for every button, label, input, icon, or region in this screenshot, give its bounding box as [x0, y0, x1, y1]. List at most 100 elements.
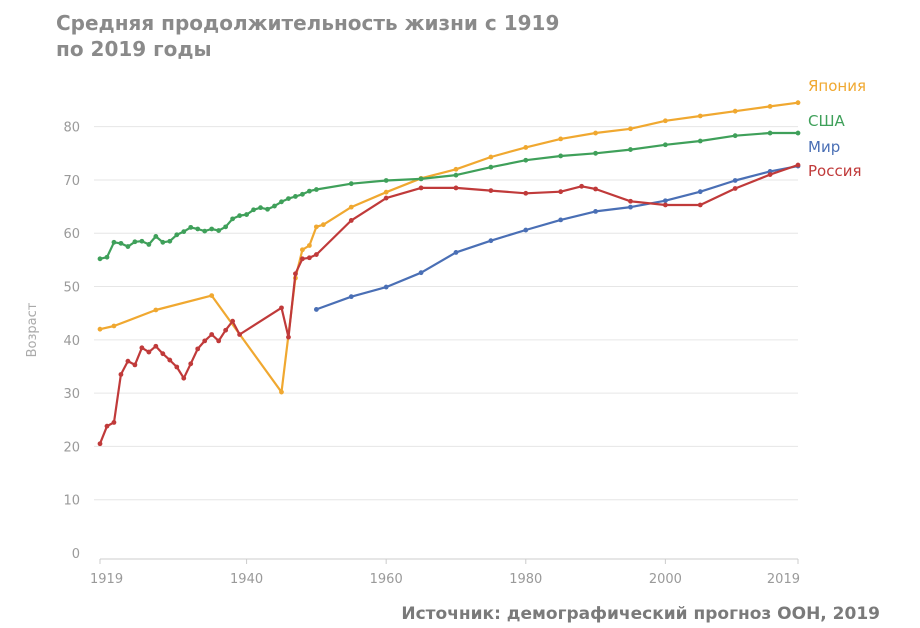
data-point: [251, 207, 256, 213]
data-point: [167, 238, 173, 244]
x-tick-label: 2019: [767, 572, 800, 587]
y-tick-label: 30: [63, 387, 80, 402]
data-point: [97, 256, 103, 262]
data-point: [146, 349, 152, 355]
data-point: [313, 252, 319, 257]
data-point: [558, 153, 564, 159]
data-point: [488, 238, 494, 244]
data-point: [237, 213, 243, 219]
data-point: [697, 189, 703, 195]
data-point: [628, 147, 633, 152]
data-point: [418, 270, 424, 276]
data-point: [488, 154, 494, 160]
data-point: [320, 222, 326, 228]
data-point: [307, 255, 312, 261]
data-point: [593, 186, 598, 192]
data-point: [237, 332, 243, 337]
data-point: [118, 372, 124, 377]
data-point: [662, 198, 668, 204]
legend-labels: Япония США Мир Россия: [808, 77, 866, 180]
data-point: [223, 224, 229, 230]
legend-label: Россия: [808, 162, 862, 180]
data-point: [160, 351, 166, 357]
data-point: [593, 130, 598, 136]
data-point: [104, 423, 110, 429]
data-point: [125, 358, 131, 364]
data-point: [181, 375, 187, 381]
data-point: [383, 189, 389, 195]
series-lines: [97, 100, 801, 447]
data-point: [732, 108, 738, 114]
y-tick-label: 60: [63, 227, 80, 242]
legend-label: США: [808, 112, 846, 130]
data-point: [111, 239, 117, 245]
data-point: [279, 305, 284, 311]
data-point: [188, 361, 194, 367]
data-point: [209, 332, 215, 337]
data-point: [488, 188, 494, 194]
data-point: [195, 226, 201, 232]
data-point: [230, 318, 236, 324]
data-point: [558, 136, 564, 142]
data-point: [111, 323, 117, 329]
data-point: [662, 118, 668, 124]
data-point: [348, 218, 354, 223]
x-tick-label: 1940: [230, 572, 263, 587]
data-point: [258, 205, 263, 211]
data-point: [313, 187, 319, 192]
y-tick-label: 80: [63, 121, 80, 136]
data-point: [300, 247, 305, 253]
series-line-2: [316, 165, 799, 311]
data-point: [453, 172, 459, 178]
data-point: [453, 166, 459, 172]
data-point: [628, 126, 633, 132]
data-point: [795, 162, 801, 168]
data-point: [697, 138, 703, 144]
data-point: [313, 224, 319, 230]
data-point: [265, 206, 270, 212]
data-point: [593, 208, 598, 214]
x-tick-label: 1980: [509, 572, 542, 587]
x-tick-label: 2000: [649, 572, 682, 587]
data-point: [111, 420, 117, 425]
data-point: [293, 271, 298, 277]
series-line-3: [98, 163, 799, 445]
data-point: [202, 338, 208, 344]
data-point: [286, 334, 291, 340]
data-point: [307, 243, 312, 248]
x-tick-label: 1960: [370, 572, 403, 587]
series-line-0: [99, 101, 799, 394]
data-point: [348, 181, 354, 187]
data-point: [181, 229, 187, 235]
data-point: [523, 190, 529, 196]
data-point: [216, 338, 222, 344]
data-point: [453, 185, 459, 191]
data-point: [418, 185, 424, 191]
data-point: [795, 130, 801, 136]
data-point: [118, 240, 124, 246]
data-point: [453, 250, 459, 255]
data-point: [209, 226, 215, 232]
data-point: [628, 198, 633, 204]
data-point: [558, 189, 564, 195]
data-point: [348, 204, 354, 210]
data-point: [272, 203, 277, 209]
data-point: [662, 202, 668, 208]
series-line-1: [99, 131, 798, 260]
data-point: [523, 227, 529, 233]
data-point: [202, 228, 208, 234]
data-point: [153, 307, 159, 313]
data-point: [153, 234, 159, 239]
data-point: [132, 239, 138, 245]
data-point: [488, 164, 494, 170]
data-point: [97, 326, 103, 332]
y-tick-label: 10: [63, 494, 80, 509]
data-point: [523, 145, 529, 150]
data-point: [300, 256, 305, 262]
data-point: [132, 362, 138, 368]
data-point: [146, 242, 152, 247]
data-point: [697, 113, 703, 119]
data-point: [300, 191, 305, 197]
data-point: [767, 172, 773, 178]
